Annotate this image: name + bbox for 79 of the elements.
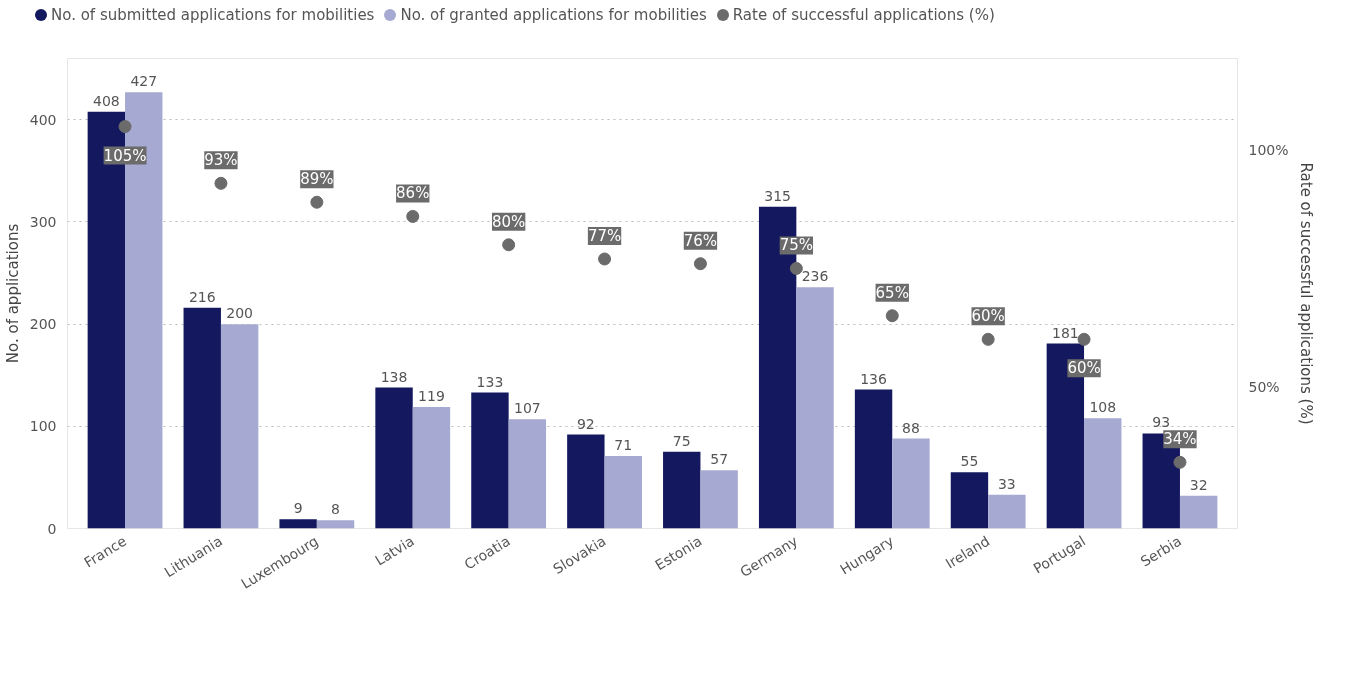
data-label: 92 (576, 415, 595, 432)
data-label: 89% (300, 170, 334, 189)
legend-label: No. of submitted applications for mobilities (50, 6, 375, 24)
data-label: 408 (92, 92, 120, 109)
data-label: 60% (1067, 359, 1101, 378)
data-label: 88 (902, 419, 920, 436)
bar (316, 520, 355, 529)
data-label: 136 (860, 370, 888, 387)
data-label: 34% (1163, 430, 1197, 449)
data-label: 77% (587, 226, 622, 245)
y-tick-label: 0 (47, 520, 57, 537)
bar (604, 455, 642, 529)
y-tick-label: 100 (29, 418, 57, 435)
bar (279, 519, 317, 529)
data-label: 86% (396, 184, 430, 203)
data-label: 200 (226, 305, 254, 322)
data-label: 60% (971, 307, 1005, 326)
data-label: 75% (779, 236, 814, 255)
data-label: 65% (875, 283, 909, 302)
data-label: 133 (476, 373, 504, 390)
data-label: 181 (1052, 324, 1079, 341)
point (981, 332, 995, 346)
data-label: 105% (103, 146, 147, 165)
y2-tick-label: 100% (1248, 142, 1289, 159)
bar (892, 438, 930, 529)
data-label: 108 (1089, 399, 1117, 416)
point (598, 252, 612, 266)
y-tick-label: 200 (29, 316, 57, 333)
bar (796, 287, 834, 529)
bar (700, 470, 738, 529)
bar (1084, 418, 1122, 529)
data-label: 33 (997, 475, 1016, 492)
data-label: 427 (130, 73, 158, 90)
bar (988, 494, 1026, 529)
data-label: 57 (710, 451, 729, 468)
y2-tick-label: 50% (1248, 378, 1280, 395)
point (693, 257, 707, 271)
bar (950, 472, 989, 529)
data-label: 71 (614, 436, 633, 453)
point (885, 309, 899, 323)
bar (854, 389, 893, 529)
data-label: 315 (764, 187, 792, 204)
data-label: 9 (293, 500, 303, 517)
data-label: 76% (683, 231, 718, 250)
data-label: 93% (204, 151, 238, 170)
point (789, 261, 803, 275)
bar (471, 392, 509, 529)
bar (375, 387, 413, 529)
point (502, 238, 516, 252)
data-label: 93 (1152, 414, 1171, 431)
data-label: 216 (188, 288, 216, 305)
point (214, 176, 228, 190)
bar (663, 451, 701, 529)
legend-label: No. of granted applications for mobilities (399, 6, 707, 24)
bar (183, 307, 221, 529)
point (118, 120, 132, 134)
data-label: 107 (513, 400, 541, 417)
bar (567, 434, 605, 529)
bar (508, 419, 547, 529)
data-label: 75 (672, 432, 691, 449)
data-label: 236 (801, 268, 829, 285)
data-label: 80% (491, 212, 526, 231)
point (310, 195, 324, 209)
data-label: 8 (331, 501, 341, 518)
point (1077, 332, 1091, 346)
data-label: 32 (1189, 476, 1208, 493)
data-label: 119 (418, 387, 445, 404)
data-label: 138 (380, 368, 408, 385)
data-label: 55 (960, 453, 979, 470)
legend-label: Rate of successful applications (%) (731, 6, 995, 24)
bar (412, 406, 451, 529)
bar (220, 324, 259, 529)
point (406, 209, 420, 223)
y-tick-label: 300 (29, 213, 57, 230)
y2-axis-title: Rate of successful applications (%) (1296, 162, 1315, 425)
bar (1179, 495, 1218, 529)
y-axis-title: No. of applications (3, 223, 22, 364)
point (1173, 455, 1187, 469)
y-tick-label: 400 (29, 111, 57, 128)
